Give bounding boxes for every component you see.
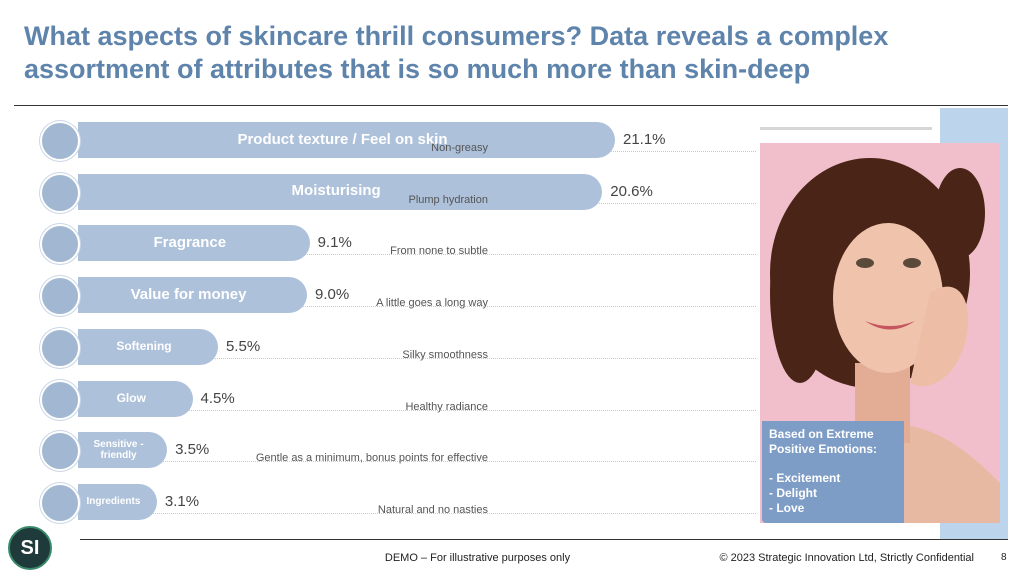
attribute-description: Gentle as a minimum, bonus points for ef… — [255, 452, 488, 465]
attribute-icon — [40, 276, 80, 317]
bar — [78, 328, 218, 365]
attribute-icon — [40, 482, 80, 523]
bar — [78, 483, 157, 520]
value-label: 9.1% — [317, 234, 352, 252]
row-divider — [80, 306, 756, 308]
bar-label: Glow — [116, 390, 146, 405]
bar — [78, 225, 310, 262]
callout-list: - Excitement - Delight - Love — [769, 471, 897, 516]
bar — [78, 277, 308, 314]
attribute-description: Natural and no nasties — [377, 503, 488, 516]
bar-label: Sensitive - friendly — [93, 439, 144, 462]
value-label: 20.6% — [610, 182, 653, 200]
attribute-description: Non-greasy — [431, 142, 488, 154]
bar-label: Ingredients — [86, 496, 141, 508]
attribute-description: Silky smoothness — [402, 348, 488, 361]
callout-item: - Delight — [769, 486, 817, 500]
photo-rule — [760, 127, 932, 130]
value-label: 9.0% — [315, 286, 350, 304]
row-divider — [80, 409, 756, 411]
bar-label: Moisturising — [291, 182, 381, 200]
value-label: 4.5% — [200, 389, 235, 407]
row-divider — [80, 357, 756, 359]
attribute-description: A little goes a long way — [376, 297, 488, 310]
callout: Based on Extreme Positive Emotions: - Ex… — [762, 421, 904, 523]
bar — [78, 122, 615, 158]
attribute-description: Plump hydration — [408, 193, 489, 206]
row-divider — [80, 254, 756, 256]
callout-item: - Excitement — [769, 471, 841, 485]
row-divider — [80, 461, 756, 463]
footer-rule — [80, 539, 1008, 540]
attribute-icon — [40, 327, 80, 368]
slide-title: What aspects of skincare thrill consumer… — [24, 21, 889, 84]
bar — [78, 173, 603, 210]
bar — [78, 380, 193, 417]
value-label: 3.5% — [175, 441, 210, 459]
chart: Product texture / Feel on skin 21.1% Non-g… — [40, 121, 756, 523]
bar-label: Product texture / Feel on skin — [237, 130, 448, 148]
value-label: 5.5% — [225, 337, 261, 355]
disclaimer: DEMO – For illustrative purposes only — [384, 552, 571, 564]
attribute-description: Healthy radiance — [405, 400, 488, 413]
copyright: © 2023 Strategic Innovation Ltd, Strictl… — [719, 552, 974, 564]
attribute-description: From none to subtle — [390, 245, 488, 258]
bar-label: Value for money — [130, 285, 247, 303]
page-number: 8 — [1001, 552, 1007, 563]
bar-label: Fragrance — [153, 234, 227, 252]
value-label: 21.1% — [622, 131, 666, 148]
callout-heading: Based on Extreme Positive Emotions: — [769, 427, 878, 456]
title-rule — [14, 105, 1008, 106]
attribute-icon — [40, 379, 80, 420]
attribute-icon — [40, 121, 80, 161]
bar-label: Softening — [116, 339, 172, 354]
row-divider — [80, 512, 756, 514]
attribute-icon — [40, 172, 80, 213]
bar — [78, 432, 168, 469]
value-label: 3.1% — [164, 492, 200, 510]
attribute-icon — [40, 431, 80, 472]
attribute-icon — [40, 224, 80, 265]
logo: SI — [8, 526, 52, 570]
callout-item: - Love — [769, 501, 805, 515]
